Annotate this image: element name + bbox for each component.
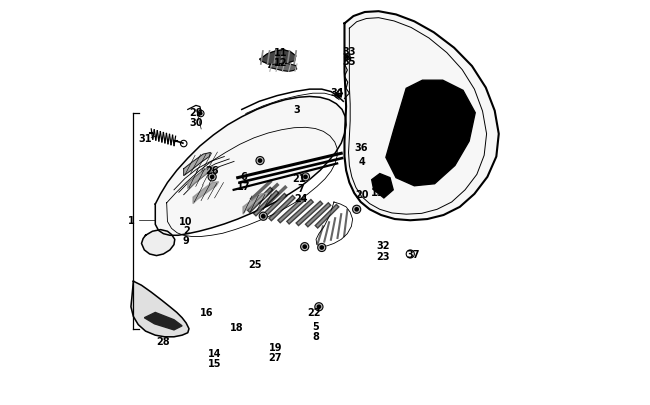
Text: 37: 37 bbox=[407, 249, 421, 259]
Circle shape bbox=[301, 243, 309, 251]
Text: 17: 17 bbox=[237, 181, 250, 191]
Polygon shape bbox=[184, 153, 211, 176]
Circle shape bbox=[355, 208, 358, 211]
Text: 30: 30 bbox=[189, 118, 203, 128]
Polygon shape bbox=[269, 64, 296, 72]
Circle shape bbox=[337, 95, 339, 98]
Text: 26: 26 bbox=[205, 166, 219, 176]
Text: 24: 24 bbox=[294, 194, 307, 203]
Text: 35: 35 bbox=[343, 57, 356, 67]
Text: 25: 25 bbox=[248, 259, 262, 269]
Circle shape bbox=[256, 157, 264, 165]
Circle shape bbox=[317, 305, 320, 309]
Polygon shape bbox=[155, 97, 346, 236]
Text: 23: 23 bbox=[376, 251, 389, 261]
Text: 14: 14 bbox=[208, 348, 221, 358]
Polygon shape bbox=[260, 51, 296, 66]
Text: 10: 10 bbox=[179, 217, 193, 226]
Circle shape bbox=[318, 244, 326, 252]
Text: 9: 9 bbox=[183, 235, 190, 245]
Text: 16: 16 bbox=[200, 308, 213, 318]
Text: 27: 27 bbox=[268, 352, 282, 362]
Text: 12: 12 bbox=[274, 58, 287, 68]
Text: 2: 2 bbox=[183, 226, 190, 236]
Text: 31: 31 bbox=[139, 134, 152, 143]
Text: 22: 22 bbox=[307, 308, 320, 318]
Polygon shape bbox=[142, 230, 175, 256]
Text: 33: 33 bbox=[343, 47, 356, 57]
Text: 8: 8 bbox=[313, 331, 320, 341]
Text: 32: 32 bbox=[376, 241, 389, 251]
Text: 1: 1 bbox=[127, 216, 135, 226]
Polygon shape bbox=[131, 281, 189, 337]
Text: 21: 21 bbox=[292, 174, 306, 184]
Polygon shape bbox=[193, 182, 218, 204]
Circle shape bbox=[211, 176, 214, 179]
Polygon shape bbox=[344, 12, 499, 221]
Circle shape bbox=[200, 113, 202, 115]
Circle shape bbox=[302, 173, 309, 181]
Polygon shape bbox=[386, 81, 475, 186]
Text: 36: 36 bbox=[355, 143, 369, 153]
Text: 11: 11 bbox=[274, 48, 287, 58]
Text: 28: 28 bbox=[157, 336, 170, 346]
Circle shape bbox=[259, 160, 262, 163]
Polygon shape bbox=[243, 194, 267, 215]
Text: 6: 6 bbox=[240, 171, 247, 181]
Polygon shape bbox=[144, 313, 182, 330]
Circle shape bbox=[352, 206, 361, 214]
Circle shape bbox=[262, 215, 265, 218]
Circle shape bbox=[259, 213, 267, 221]
Circle shape bbox=[346, 56, 348, 59]
Text: 34: 34 bbox=[330, 87, 344, 97]
Text: 5: 5 bbox=[313, 321, 319, 331]
Circle shape bbox=[208, 173, 216, 181]
Text: 19: 19 bbox=[268, 342, 282, 352]
Text: 13: 13 bbox=[371, 188, 385, 197]
Circle shape bbox=[304, 176, 307, 179]
Polygon shape bbox=[372, 174, 393, 198]
Text: 4: 4 bbox=[358, 157, 365, 167]
Text: 20: 20 bbox=[356, 190, 369, 199]
Text: 3: 3 bbox=[293, 104, 300, 114]
Text: 7: 7 bbox=[297, 183, 304, 193]
Text: 29: 29 bbox=[189, 108, 203, 117]
Text: 15: 15 bbox=[208, 358, 221, 368]
Text: 18: 18 bbox=[229, 322, 243, 332]
Polygon shape bbox=[188, 167, 213, 190]
Circle shape bbox=[320, 246, 324, 249]
Circle shape bbox=[315, 303, 323, 311]
Circle shape bbox=[303, 245, 306, 249]
